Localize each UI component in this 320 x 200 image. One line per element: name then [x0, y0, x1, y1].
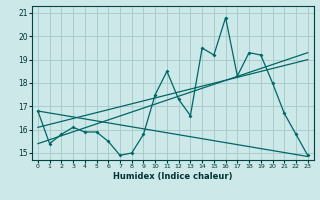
X-axis label: Humidex (Indice chaleur): Humidex (Indice chaleur)	[113, 172, 233, 181]
